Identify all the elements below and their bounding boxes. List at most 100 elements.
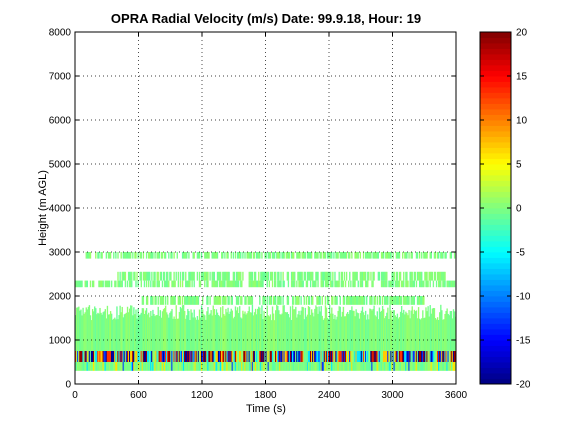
heatmap-cell	[103, 362, 105, 371]
heatmap-cell	[342, 280, 345, 288]
heatmap-cell	[333, 252, 335, 259]
heatmap-cell	[413, 309, 416, 351]
heatmap-cell	[443, 271, 445, 281]
heatmap-cell	[382, 309, 385, 351]
heatmap-cell	[86, 252, 88, 259]
heatmap-cell	[204, 280, 206, 288]
heatmap-cell	[148, 362, 150, 371]
heatmap-cell	[175, 271, 177, 281]
heatmap-cell	[89, 280, 92, 288]
heatmap-cell	[387, 296, 389, 305]
heatmap-cell	[300, 362, 302, 371]
heatmap-cell	[338, 351, 340, 362]
heatmap-cell	[368, 271, 370, 281]
heatmap-cell	[169, 351, 171, 362]
heatmap-cell	[322, 271, 325, 281]
heatmap-cell	[342, 306, 345, 351]
heatmap-cell	[128, 252, 131, 259]
heatmap-cell	[421, 252, 423, 259]
heatmap-cell	[246, 351, 248, 362]
heatmap-cell	[182, 362, 185, 371]
heatmap-cell	[158, 315, 160, 351]
heatmap-cell	[127, 351, 130, 362]
heatmap-cell	[153, 313, 155, 351]
heatmap-cell	[374, 296, 376, 305]
heatmap-cell	[144, 310, 147, 351]
heatmap-cell	[277, 252, 279, 259]
heatmap-cell	[381, 252, 384, 259]
heatmap-cell	[442, 280, 444, 288]
heatmap-cell	[342, 252, 345, 259]
heatmap-cell	[76, 351, 78, 362]
heatmap-cell	[392, 280, 394, 288]
heatmap-cell	[150, 252, 152, 259]
heatmap-cell	[407, 351, 409, 362]
heatmap-cell	[103, 351, 105, 362]
heatmap-cell	[378, 271, 381, 281]
heatmap-cell	[236, 271, 239, 281]
heatmap-cell	[249, 271, 251, 281]
heatmap-cell	[223, 280, 225, 288]
heatmap-cell	[346, 296, 349, 305]
heatmap-cell	[348, 314, 350, 351]
heatmap-cell	[168, 280, 170, 288]
heatmap-cell	[113, 252, 115, 259]
heatmap-cell	[313, 280, 315, 288]
heatmap-cell	[396, 252, 399, 259]
heatmap-cell	[334, 314, 336, 351]
heatmap-cell	[422, 310, 424, 351]
heatmap-cell	[422, 351, 424, 362]
colorbar-segment	[480, 246, 511, 253]
heatmap-cell	[411, 306, 413, 351]
heatmap-cell	[387, 252, 389, 259]
heatmap-cell	[84, 312, 86, 351]
heatmap-cell	[431, 351, 434, 362]
heatmap-cell	[283, 362, 285, 371]
heatmap-cell	[266, 362, 268, 371]
heatmap-cell	[326, 362, 329, 371]
heatmap-cell	[416, 252, 419, 259]
heatmap-cell	[324, 252, 327, 259]
heatmap-cell	[206, 252, 208, 259]
heatmap-cell	[377, 351, 380, 362]
heatmap-cell	[408, 296, 410, 305]
heatmap-cell	[87, 362, 90, 371]
heatmap-cell	[219, 280, 222, 288]
heatmap-cell	[445, 310, 447, 351]
heatmap-cell	[415, 280, 418, 288]
colorbar-segment	[480, 345, 511, 352]
heatmap-cell	[278, 271, 280, 281]
heatmap-cell	[311, 271, 313, 281]
heatmap-cell	[339, 362, 341, 371]
heatmap-cell	[223, 271, 225, 281]
heatmap-cell	[170, 252, 172, 259]
heatmap-cell	[75, 362, 77, 371]
heatmap-cell	[303, 296, 305, 305]
heatmap-cell	[337, 362, 339, 371]
heatmap-cell	[357, 296, 359, 305]
heatmap-cell	[407, 296, 409, 305]
heatmap-cell	[335, 362, 337, 371]
heatmap-cell	[163, 271, 166, 281]
heatmap-cell	[395, 271, 398, 281]
heatmap-cell	[228, 362, 230, 371]
heatmap-cell	[130, 271, 132, 281]
heatmap-cell	[399, 296, 402, 305]
heatmap-cell	[341, 362, 344, 371]
heatmap-cell	[362, 252, 365, 259]
heatmap-cell	[405, 296, 407, 305]
heatmap-cell	[81, 280, 83, 288]
heatmap-cell	[127, 252, 130, 259]
heatmap-cell	[217, 271, 220, 281]
heatmap-cell	[371, 310, 373, 351]
heatmap-cell	[197, 351, 200, 362]
heatmap-cell	[131, 271, 133, 281]
heatmap-cell	[315, 252, 317, 259]
heatmap-cell	[409, 351, 411, 362]
colorbar-segment	[480, 307, 511, 313]
heatmap-cell	[133, 362, 135, 371]
heatmap-cell	[206, 362, 208, 371]
colorbar-segment	[480, 356, 511, 363]
heatmap-cell	[258, 351, 260, 362]
heatmap-cell	[379, 351, 382, 362]
